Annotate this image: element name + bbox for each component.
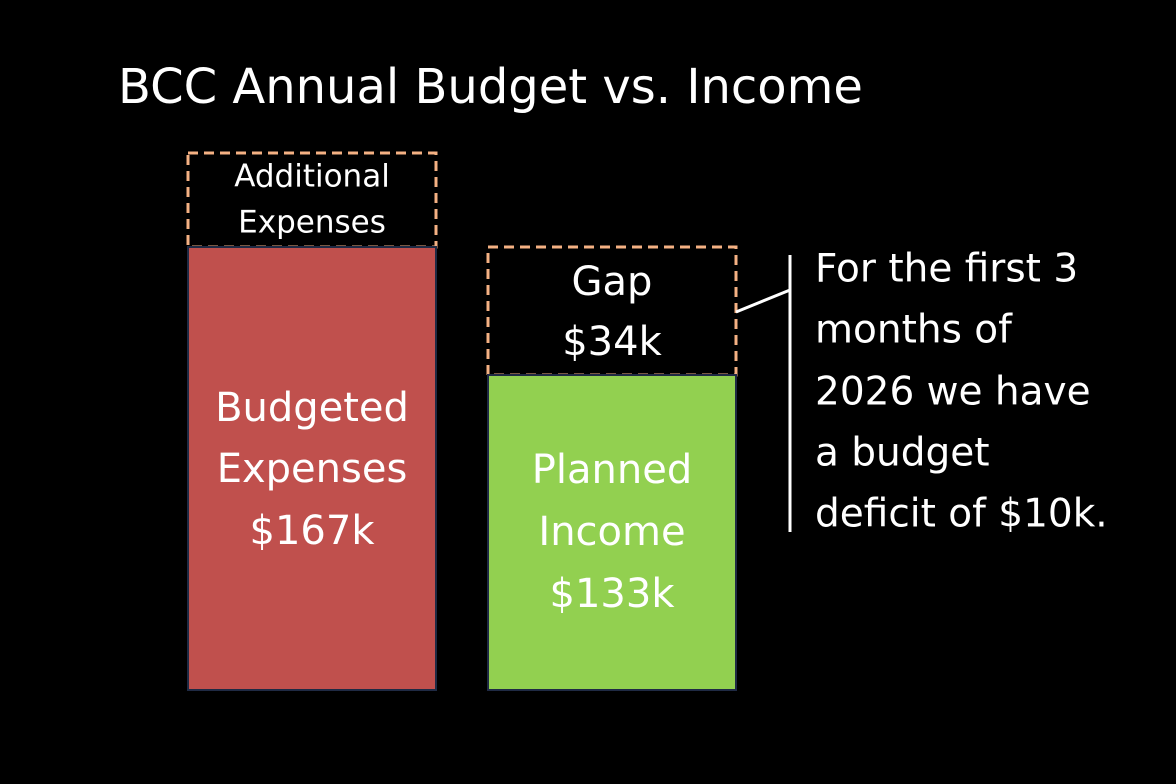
box-label: $167k <box>250 508 376 554</box>
note-line: a budget <box>815 431 990 476</box>
box-label: $133k <box>550 571 676 617</box>
box-label: Budgeted <box>215 385 409 431</box>
box-label: Income <box>538 509 685 555</box>
note-line: For the first 3 <box>815 247 1078 292</box>
note-line: 2026 we have <box>815 370 1091 415</box>
box-label: $34k <box>562 319 662 365</box>
callout-leader <box>735 288 791 314</box>
note-line: months of <box>815 308 1013 353</box>
box-label: Expenses <box>238 205 386 241</box>
budgeted-expenses-box <box>187 246 437 691</box>
note-line: deficit of $10k. <box>815 492 1108 537</box>
planned-income-box <box>487 374 737 691</box>
box-label: Expenses <box>217 446 408 492</box>
box-label: Planned <box>532 447 692 493</box>
title: BCC Annual Budget vs. Income <box>118 59 863 115</box>
box-label: Gap <box>572 259 653 305</box>
box-label: Additional <box>234 159 390 195</box>
